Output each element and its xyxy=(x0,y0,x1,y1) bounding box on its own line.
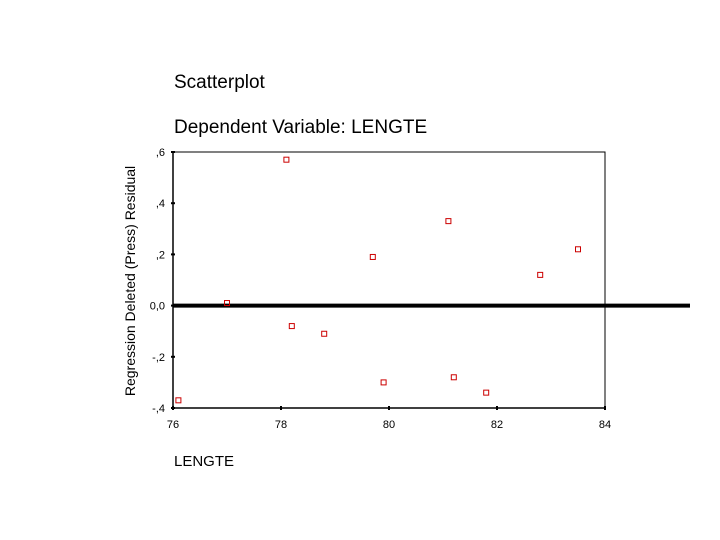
x-axis-label: LENGTE xyxy=(174,453,234,470)
y-tick-label: ,4 xyxy=(156,198,165,210)
scatter-point xyxy=(288,323,295,330)
scatter-point xyxy=(575,246,581,253)
scatter-point xyxy=(283,156,290,163)
scatter-point xyxy=(380,379,387,386)
y-tick-label: ,2 xyxy=(156,249,165,261)
scatter-point xyxy=(537,271,544,278)
chart-subtitle: Dependent Variable: LENGTE xyxy=(174,117,427,138)
scatter-point xyxy=(321,330,328,337)
x-tick-label: 80 xyxy=(383,419,395,431)
scatter-point xyxy=(450,374,457,381)
x-axis-ticks: 76 78 80 82 84 xyxy=(167,406,611,431)
x-tick-label: 82 xyxy=(491,419,503,431)
chart-title: Scatterplot xyxy=(174,72,266,93)
y-tick-label: ,6 xyxy=(156,147,165,159)
y-axis-ticks: ,6 ,4 ,2 0,0 -,2 -,4 xyxy=(150,147,175,415)
data-points xyxy=(175,156,581,404)
y-tick-label: -,2 xyxy=(152,352,165,364)
y-tick-label: -,4 xyxy=(152,403,165,415)
scatter-point xyxy=(483,389,490,396)
plot-frame xyxy=(172,151,606,409)
x-tick-label: 78 xyxy=(275,419,287,431)
scatter-point xyxy=(445,218,452,225)
y-axis-label: Regression Deleted (Press) Residual xyxy=(122,166,138,396)
scatter-point xyxy=(175,397,182,404)
scatter-point xyxy=(224,300,230,307)
x-tick-label: 84 xyxy=(599,419,611,431)
scatter-point xyxy=(369,253,376,260)
y-tick-label: 0,0 xyxy=(150,301,165,313)
x-tick-label: 76 xyxy=(167,419,179,431)
